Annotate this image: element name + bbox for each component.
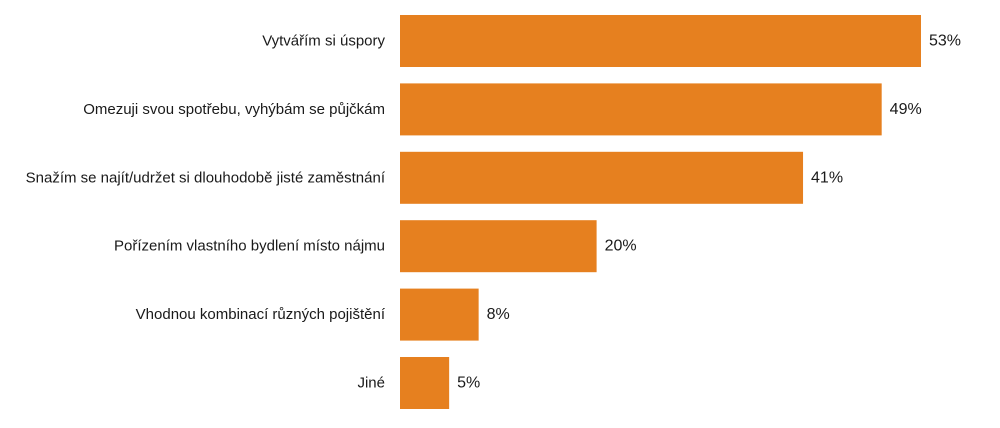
bar-3 [400,220,597,273]
bar-5 [400,357,450,409]
bar-1 [400,83,882,136]
category-label-5: Jiné [357,375,385,392]
category-label-2: Snažím se najít/udržet si dlouhodobě jis… [26,169,386,186]
value-label-2: 41% [811,169,843,186]
bar-2 [400,151,804,204]
bar-4 [400,288,479,341]
category-label-0: Vytvářím si úspory [262,33,385,50]
labels-layer: Vytvářím si úspory 53% Omezuji svou spotře… [26,33,961,392]
value-label-1: 49% [890,101,922,118]
category-label-3: Pořízením vlastního bydlení místo nájmu [114,238,385,255]
category-label-4: Vhodnou kombinací různých pojištění [136,306,386,323]
category-label-1: Omezuji svou spotřebu, vyhýbám se půjčká… [83,101,385,118]
bars-layer [400,15,921,409]
bar-0 [400,15,921,67]
value-label-3: 20% [605,238,637,255]
value-label-0: 53% [929,33,961,50]
value-label-5: 5% [457,375,480,392]
value-label-4: 8% [487,306,510,323]
